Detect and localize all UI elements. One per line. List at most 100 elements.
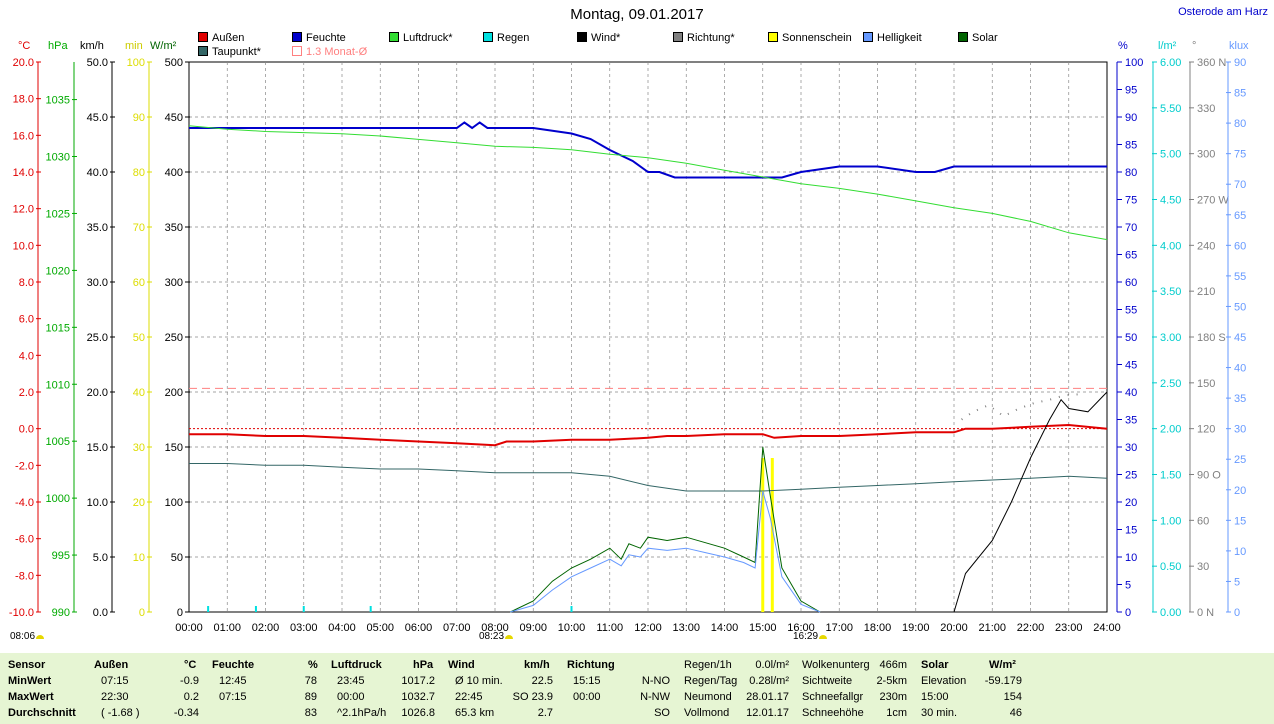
legend-swatch bbox=[198, 46, 208, 56]
axis-pct-tick: 75 bbox=[1125, 195, 1137, 207]
axis-pct-tick: 90 bbox=[1125, 112, 1137, 124]
rain-label: Neumond bbox=[684, 691, 732, 703]
axis-klux-tick: 40 bbox=[1234, 363, 1246, 375]
legend-label: Luftdruck* bbox=[403, 32, 453, 44]
axis-klux-tick: 10 bbox=[1234, 546, 1246, 558]
axis-pct-tick: 95 bbox=[1125, 85, 1137, 97]
series-richtung bbox=[961, 393, 1081, 421]
cloud-label: Schneehöhe bbox=[802, 707, 864, 719]
series-taupunkt bbox=[189, 463, 1108, 492]
hdr-feuchte-unit: % bbox=[308, 659, 318, 671]
aussen-time: 22:30 bbox=[101, 691, 129, 703]
axis-klux-tick: 45 bbox=[1234, 332, 1246, 344]
feuchte-value: 83 bbox=[304, 707, 317, 719]
axis-kmh-tick: 40.0 bbox=[87, 167, 108, 179]
axis-kmh-tick: 0.0 bbox=[93, 607, 108, 619]
axis-min-tick: 60 bbox=[133, 277, 145, 289]
legend-swatch bbox=[292, 32, 302, 42]
axis-pct-tick: 0 bbox=[1125, 607, 1131, 619]
axis-temp-tick: 0.0 bbox=[19, 424, 34, 436]
axis-min-tick: 40 bbox=[133, 387, 145, 399]
sun-marker-left: 08:06 bbox=[10, 631, 45, 642]
axis-klux-tick: 20 bbox=[1234, 485, 1246, 497]
legend-label: Regen bbox=[497, 32, 530, 44]
axis-lm2-tick: 2.50 bbox=[1160, 378, 1181, 390]
legend-swatch bbox=[958, 32, 968, 42]
unit-lm2: l/m² bbox=[1158, 40, 1177, 52]
axis-klux-tick: 25 bbox=[1234, 454, 1246, 466]
x-tick-label: 21:00 bbox=[978, 622, 1006, 634]
legend-label: Helligkeit bbox=[877, 32, 922, 44]
sunrise-marker: 08:23 bbox=[479, 631, 514, 642]
feuchte-time: 12:45 bbox=[219, 675, 247, 687]
wind-value: 22.5 bbox=[531, 675, 553, 687]
axis-hpa-tick: 1000 bbox=[46, 493, 70, 505]
axis-wm2-tick: 50 bbox=[171, 552, 183, 564]
unit-pct: % bbox=[1118, 40, 1128, 52]
hdr-aussen-unit: °C bbox=[184, 659, 197, 671]
axis-temp-tick: 16.0 bbox=[13, 130, 34, 142]
location-label: Osterode am Harz bbox=[1178, 6, 1268, 18]
axis-wm2-tick: 300 bbox=[165, 277, 183, 289]
legend-item: Außen bbox=[198, 32, 244, 44]
row-label: MaxWert bbox=[8, 691, 54, 703]
legend-label: 1.3 Monat-Ø bbox=[306, 46, 368, 58]
axis-hpa-tick: 1025 bbox=[46, 208, 70, 220]
axis-min-tick: 10 bbox=[133, 552, 145, 564]
axis-temp-tick: 18.0 bbox=[13, 94, 34, 106]
hdr-feuchte: Feuchte bbox=[212, 659, 255, 671]
sunshine-bar bbox=[761, 458, 765, 612]
axis-klux-tick: 80 bbox=[1234, 118, 1246, 130]
x-tick-label: 06:00 bbox=[405, 622, 433, 634]
axis-deg-tick: 150 bbox=[1197, 378, 1215, 390]
aussen-value: -0.34 bbox=[173, 707, 199, 719]
axis-lm2-tick: 3.50 bbox=[1160, 286, 1181, 298]
rain-label: Regen/Tag bbox=[684, 675, 738, 687]
aussen-value: -0.9 bbox=[180, 675, 199, 687]
axis-klux-tick: 55 bbox=[1234, 271, 1246, 283]
axis-temp-tick: 12.0 bbox=[13, 204, 34, 216]
unit-hpa: hPa bbox=[48, 40, 68, 52]
axis-klux-tick: 5 bbox=[1234, 576, 1240, 588]
sun-icon bbox=[36, 635, 45, 639]
axis-wm2-tick: 100 bbox=[165, 497, 183, 509]
legend-label: Wind* bbox=[591, 32, 621, 44]
axis-klux-tick: 65 bbox=[1234, 210, 1246, 222]
axis-wm2-tick: 500 bbox=[165, 57, 183, 69]
aussen-value: 0.2 bbox=[183, 691, 199, 703]
axis-kmh-tick: 50.0 bbox=[87, 57, 108, 69]
axis-deg-tick: 330 bbox=[1197, 103, 1215, 115]
cloud-value: 466m bbox=[879, 659, 907, 671]
luftdruck-value: 1026.8 bbox=[401, 707, 435, 719]
sunset-icon bbox=[819, 635, 828, 639]
axis-pct-tick: 100 bbox=[1125, 57, 1143, 69]
legend-swatch bbox=[389, 32, 399, 42]
axis-wm2-tick: 200 bbox=[165, 387, 183, 399]
axis-temp-tick: 6.0 bbox=[19, 314, 34, 326]
axis-deg-tick: 210 bbox=[1197, 286, 1215, 298]
summary-table: Sensor Außen °C Feuchte % Luftdruck hPa … bbox=[0, 653, 1274, 724]
axis-pct-tick: 5 bbox=[1125, 580, 1131, 592]
axis-temp-tick: -2.0 bbox=[15, 460, 34, 472]
axis-min-tick: 100 bbox=[127, 57, 145, 69]
x-tick-label: 20:00 bbox=[940, 622, 968, 634]
axis-hpa-tick: 1010 bbox=[46, 379, 70, 391]
axis-temp-tick: 20.0 bbox=[13, 57, 34, 69]
unit-deg: ° bbox=[1192, 40, 1197, 52]
axis-hpa-tick: 1030 bbox=[46, 152, 70, 164]
series-luftdruck bbox=[188, 125, 1108, 241]
unit-wm2: W/m² bbox=[150, 40, 177, 52]
richtung-time: 15:15 bbox=[573, 675, 601, 687]
axis-pct-tick: 65 bbox=[1125, 250, 1137, 262]
axis-kmh-tick: 20.0 bbox=[87, 387, 108, 399]
legend-item: Richtung* bbox=[673, 32, 735, 44]
axis-kmh-tick: 35.0 bbox=[87, 222, 108, 234]
axis-wm2-tick: 450 bbox=[165, 112, 183, 124]
axis-kmh-tick: 10.0 bbox=[87, 497, 108, 509]
x-tick-label: 07:00 bbox=[443, 622, 471, 634]
axis-deg-tick: 300 bbox=[1197, 149, 1215, 161]
rain-tick bbox=[207, 606, 210, 612]
axis-klux-tick: 15 bbox=[1234, 515, 1246, 527]
legend-swatch bbox=[673, 32, 683, 42]
richtung-time: 00:00 bbox=[573, 691, 601, 703]
